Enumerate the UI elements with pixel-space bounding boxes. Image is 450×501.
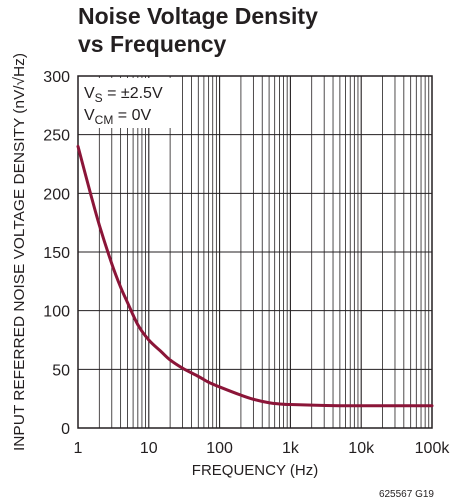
- plot-frame: [77, 75, 433, 429]
- chart-title: Noise Voltage Density vs Frequency: [78, 2, 318, 58]
- y-tick-label: 200: [43, 186, 70, 203]
- condition-vs-sub: S: [95, 91, 103, 105]
- condition-vcm-sub: CM: [95, 113, 114, 127]
- series-layer: [76, 144, 434, 408]
- condition-vs-rest: = ±2.5V: [103, 85, 163, 102]
- y-tick-labels: 0 50 100 150 200 250 300: [43, 69, 70, 438]
- x-tick-label: 100: [206, 440, 233, 457]
- condition-vs: VS = ±2.5V: [84, 85, 163, 105]
- x-tick-labels: 1 10 100 1k 10k 100k: [74, 440, 450, 457]
- y-tick-label: 50: [52, 362, 70, 379]
- x-tick-label: 10k: [348, 440, 375, 457]
- x-axis-label: FREQUENCY (Hz): [192, 462, 318, 479]
- y-tick-label: 100: [43, 304, 70, 321]
- x-tick-label: 1k: [282, 440, 300, 457]
- figure-id: 625567 G19: [379, 489, 434, 500]
- conditions-box: [80, 78, 176, 128]
- y-tick-label: 150: [43, 245, 70, 262]
- chart-title-line-2: vs Frequency: [78, 31, 227, 57]
- series-line-0: [76, 144, 434, 408]
- x-tick-label: 10: [140, 440, 158, 457]
- condition-vs-main: V: [84, 85, 95, 102]
- condition-vcm-main: V: [84, 107, 95, 124]
- x-tick-label: 1: [74, 440, 83, 457]
- y-tick-label: 300: [43, 69, 70, 86]
- grid: [78, 76, 432, 428]
- y-tick-label: 250: [43, 128, 70, 145]
- condition-vcm-rest: = 0V: [113, 107, 151, 124]
- chart-title-line-1: Noise Voltage Density: [78, 3, 318, 29]
- y-tick-label: 0: [61, 421, 70, 438]
- condition-vcm: VCM = 0V: [84, 107, 151, 127]
- x-tick-label: 100k: [415, 440, 450, 457]
- y-axis-label: INPUT REFERRED NOISE VOLTAGE DENSITY (nV…: [11, 53, 28, 451]
